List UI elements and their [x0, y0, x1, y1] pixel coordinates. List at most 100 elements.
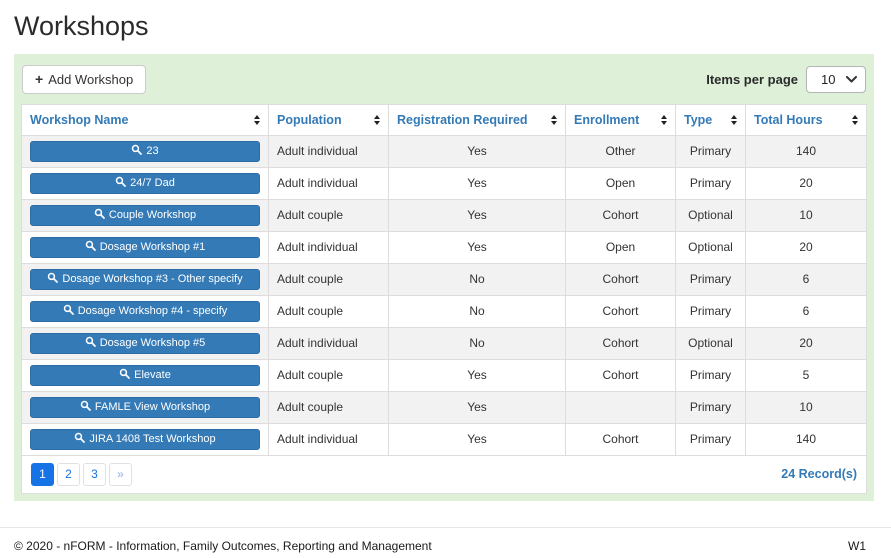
page-button[interactable]: 1 — [31, 462, 54, 486]
workshop-name-cell: Dosage Workshop #4 - specify — [21, 294, 269, 328]
total-hours-cell: 5 — [745, 358, 867, 392]
workshop-link-button[interactable]: FAMLE View Workshop — [30, 396, 260, 418]
search-icon — [47, 272, 59, 286]
registration-required-cell: Yes — [388, 422, 566, 456]
registration-required-cell: No — [388, 262, 566, 296]
population-cell: Adult individual — [268, 166, 389, 200]
workshops-panel: + Add Workshop Items per page 10 — [14, 53, 874, 501]
table-row: Dosage Workshop #4 - specify Adult coupl… — [21, 294, 867, 328]
table-row: JIRA 1408 Test Workshop Adult individual… — [21, 422, 867, 456]
sort-down-arrow — [374, 120, 380, 125]
workshop-link-button[interactable]: Dosage Workshop #1 — [30, 236, 260, 258]
enrollment-cell: Cohort — [565, 294, 676, 328]
column-header[interactable]: Population — [268, 103, 389, 136]
enrollment-cell: Cohort — [565, 422, 676, 456]
search-icon — [74, 432, 86, 446]
workshop-name-cell: 24/7 Dad — [21, 166, 269, 200]
toolbar: + Add Workshop Items per page 10 — [21, 61, 867, 104]
column-header-label: Enrollment — [574, 112, 640, 127]
registration-required-cell: Yes — [388, 358, 566, 392]
enrollment-cell: Other — [565, 134, 676, 168]
page-button[interactable]: 3 — [83, 462, 106, 486]
search-icon — [131, 144, 143, 158]
enrollment-cell — [565, 390, 676, 424]
workshop-link-button[interactable]: 23 — [30, 140, 260, 162]
workshop-link-button[interactable]: Dosage Workshop #4 - specify — [30, 300, 260, 322]
column-header[interactable]: Enrollment — [565, 103, 676, 136]
type-cell: Primary — [675, 294, 746, 328]
sort-down-arrow — [551, 120, 557, 125]
total-hours-cell: 20 — [745, 230, 867, 264]
column-header[interactable]: Workshop Name — [21, 103, 269, 136]
enrollment-cell: Open — [565, 166, 676, 200]
sort-down-arrow — [852, 120, 858, 125]
workshop-link-button[interactable]: JIRA 1408 Test Workshop — [30, 428, 260, 450]
workshop-name-cell: JIRA 1408 Test Workshop — [21, 422, 269, 456]
population-cell: Adult couple — [268, 262, 389, 296]
population-cell: Adult couple — [268, 390, 389, 424]
search-icon — [85, 240, 96, 254]
footer: © 2020 - nFORM - Information, Family Out… — [0, 528, 891, 553]
table-row: 24/7 Dad Adult individual Yes Open Prima… — [21, 166, 867, 200]
sort-down-arrow — [661, 120, 667, 125]
sort-down-arrow — [731, 120, 737, 125]
workshop-link-button[interactable]: Elevate — [30, 364, 260, 386]
total-hours-cell: 140 — [745, 422, 867, 456]
workshops-table: Workshop Name Population — [21, 103, 867, 456]
sort-icon — [374, 114, 380, 125]
workshop-name-cell: Couple Workshop — [21, 198, 269, 232]
column-header-label: Type — [684, 112, 713, 127]
items-per-page: Items per page 10 — [706, 65, 866, 93]
sort-up-arrow — [551, 114, 557, 119]
enrollment-cell: Cohort — [565, 326, 676, 360]
total-hours-cell: 140 — [745, 134, 867, 168]
items-per-page-select[interactable]: 10 — [806, 65, 866, 93]
table-row: 23 Adult individual Yes Other Primary 14… — [21, 134, 867, 168]
column-header[interactable]: Type — [675, 103, 746, 136]
page-button[interactable]: » — [109, 462, 132, 486]
sort-down-arrow — [254, 120, 260, 125]
registration-required-cell: No — [388, 294, 566, 328]
add-workshop-button[interactable]: + Add Workshop — [22, 64, 147, 94]
sort-icon — [731, 114, 737, 125]
workshop-name-label: Couple Workshop — [108, 209, 197, 222]
type-cell: Optional — [675, 198, 746, 232]
population-cell: Adult individual — [268, 326, 389, 360]
total-hours-cell: 10 — [745, 198, 867, 232]
search-icon — [115, 176, 127, 190]
sort-icon — [852, 114, 858, 125]
workshop-link-button[interactable]: Dosage Workshop #3 - Other specify — [30, 268, 260, 290]
total-hours-cell: 10 — [745, 390, 867, 424]
enrollment-cell: Open — [565, 230, 676, 264]
enrollment-cell: Cohort — [565, 358, 676, 392]
page-button[interactable]: 2 — [57, 462, 80, 486]
workshop-name-label: JIRA 1408 Test Workshop — [89, 433, 216, 446]
column-header[interactable]: Total Hours — [745, 103, 867, 136]
column-header[interactable]: Registration Required — [388, 103, 566, 136]
workshop-link-button[interactable]: 24/7 Dad — [30, 172, 260, 194]
sort-icon — [254, 114, 260, 125]
workshop-link-button[interactable]: Couple Workshop — [30, 204, 260, 226]
workshop-name-cell: Dosage Workshop #3 - Other specify — [21, 262, 269, 296]
workshop-name-cell: Dosage Workshop #1 — [21, 230, 269, 264]
table-row: Dosage Workshop #3 - Other specify Adult… — [21, 262, 867, 296]
column-header-label: Workshop Name — [30, 112, 129, 127]
workshop-link-button[interactable]: Dosage Workshop #5 — [30, 332, 260, 354]
search-icon — [80, 400, 91, 414]
workshop-name-label: 24/7 Dad — [130, 177, 175, 190]
copyright-text: © 2020 - nFORM - Information, Family Out… — [14, 538, 432, 553]
registration-required-cell: Yes — [388, 134, 566, 168]
population-cell: Adult couple — [268, 294, 389, 328]
workshop-name-label: Dosage Workshop #1 — [99, 241, 206, 254]
table-footer: 1 2 3 » 24 Record(s) — [21, 455, 867, 494]
enrollment-cell: Cohort — [565, 262, 676, 296]
table-row: Elevate Adult couple Yes Cohort Primary … — [21, 358, 867, 392]
type-cell: Optional — [675, 230, 746, 264]
record-count: 24 Record(s) — [781, 467, 857, 482]
search-icon — [119, 368, 131, 382]
table-row: Dosage Workshop #1 Adult individual Yes … — [21, 230, 867, 264]
search-icon — [85, 336, 96, 350]
column-header-label: Total Hours — [754, 112, 823, 127]
table-row: FAMLE View Workshop Adult couple Yes Pri… — [21, 390, 867, 424]
workshop-name-cell: Dosage Workshop #5 — [21, 326, 269, 360]
